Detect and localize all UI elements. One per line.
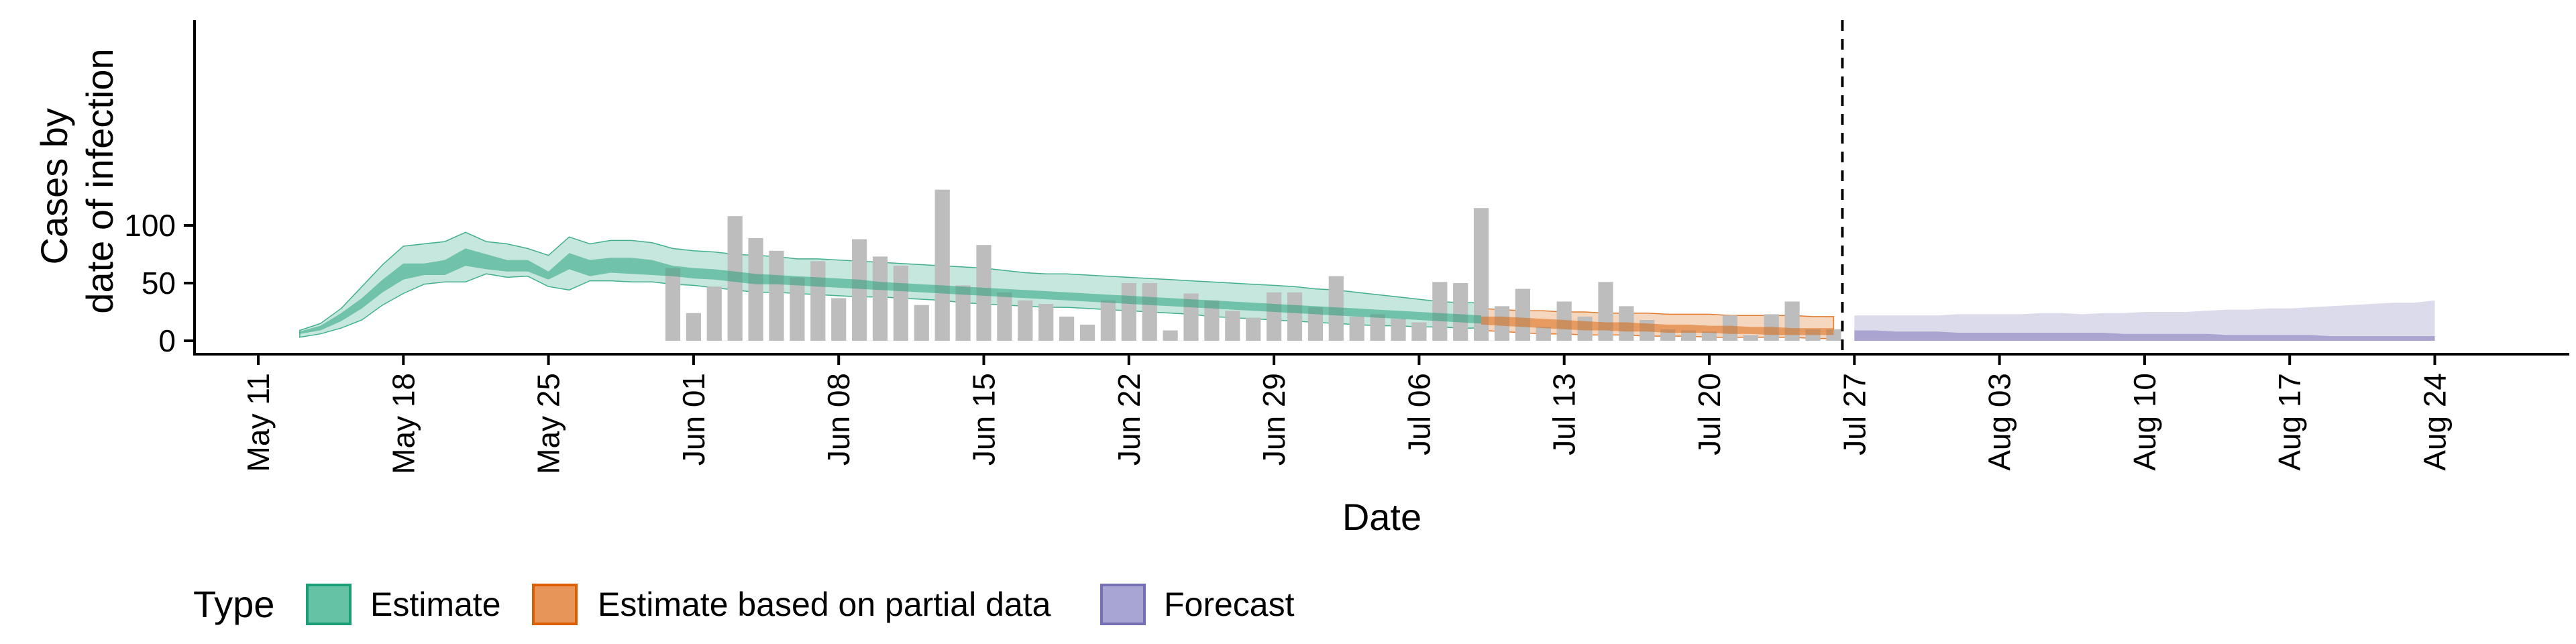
y-axis-title: Cases by date of infection bbox=[33, 48, 121, 313]
x-axis-title: Date bbox=[1342, 496, 1421, 538]
legend-label-forecast: Forecast bbox=[1164, 586, 1295, 623]
observed-case-bar bbox=[1018, 300, 1033, 341]
x-tick-label: May 25 bbox=[531, 373, 566, 474]
observed-case-bar bbox=[706, 286, 722, 341]
observed-case-bar bbox=[1681, 330, 1697, 341]
observed-case-bar bbox=[914, 305, 929, 341]
observed-case-bar bbox=[790, 277, 805, 341]
observed-case-bar bbox=[1121, 283, 1136, 341]
observed-case-bar bbox=[1411, 322, 1427, 341]
observed-case-bar bbox=[1204, 300, 1220, 341]
x-tick-label: Jun 29 bbox=[1256, 373, 1291, 466]
observed-case-bar bbox=[1349, 316, 1364, 341]
estimate-band-50 bbox=[299, 248, 1482, 334]
legend-title: Type bbox=[193, 583, 274, 625]
observed-case-bar bbox=[769, 250, 784, 341]
observed-case-bar bbox=[1307, 307, 1323, 341]
observed-case-bar bbox=[893, 266, 908, 341]
credible-bands-90 bbox=[299, 231, 2435, 341]
legend-swatch-partial bbox=[532, 584, 578, 625]
x-tick-label: Jun 08 bbox=[821, 373, 856, 466]
y-tick-label: 50 bbox=[142, 266, 176, 301]
forecast-band-50 bbox=[1854, 330, 2435, 341]
y-tick-label: 0 bbox=[158, 323, 176, 358]
observed-case-bar bbox=[1246, 317, 1261, 341]
forecast-band-90 bbox=[1854, 300, 2435, 341]
x-tick-label: May 18 bbox=[386, 373, 421, 474]
y-axis-ticks: 0 50 100 bbox=[124, 208, 195, 358]
observed-case-bar bbox=[1453, 283, 1468, 341]
observed-case-bar bbox=[1370, 314, 1385, 341]
observed-case-bar bbox=[1163, 330, 1178, 341]
observed-case-bar bbox=[1515, 288, 1530, 341]
legend: Type Estimate Estimate based on partial … bbox=[193, 583, 1295, 625]
observed-case-bar bbox=[1474, 208, 1489, 341]
credible-bands-50 bbox=[299, 248, 2435, 341]
observed-case-bar bbox=[1743, 335, 1758, 341]
x-tick-label: Jun 22 bbox=[1112, 373, 1146, 466]
observed-case-bar bbox=[1391, 319, 1406, 341]
observed-case-bar bbox=[955, 285, 971, 341]
y-tick-label: 100 bbox=[124, 208, 176, 243]
x-tick-label: Jul 13 bbox=[1547, 373, 1582, 455]
observed-case-bar bbox=[1287, 292, 1303, 341]
x-tick-label: Jul 20 bbox=[1692, 373, 1727, 455]
observed-case-bar bbox=[1701, 331, 1717, 341]
x-tick-label: Aug 03 bbox=[1982, 373, 2017, 471]
observed-case-bar bbox=[810, 261, 826, 341]
legend-label-estimate: Estimate bbox=[370, 586, 501, 623]
observed-case-bar bbox=[686, 313, 701, 341]
observed-case-bar bbox=[1536, 327, 1551, 341]
observed-case-bar bbox=[1059, 316, 1075, 341]
observed-case-bar bbox=[1225, 311, 1240, 341]
observed-case-bar bbox=[831, 298, 847, 341]
x-tick-label: Aug 10 bbox=[2127, 373, 2162, 471]
observed-case-bar bbox=[1598, 282, 1613, 341]
legend-swatch-forecast bbox=[1100, 584, 1146, 625]
x-tick-label: Aug 17 bbox=[2272, 373, 2307, 471]
observed-case-bar bbox=[665, 268, 681, 341]
observed-case-bar bbox=[1038, 304, 1054, 341]
observed-case-bar bbox=[748, 237, 763, 341]
observed-case-bar bbox=[1142, 283, 1157, 341]
legend-swatch-estimate bbox=[306, 584, 352, 625]
observed-case-bar bbox=[997, 292, 1012, 341]
x-tick-label: May 11 bbox=[241, 373, 276, 472]
x-tick-label: Jun 01 bbox=[676, 373, 711, 466]
observed-case-bar bbox=[852, 239, 867, 341]
observed-case-bar bbox=[1267, 292, 1282, 341]
legend-label-partial: Estimate based on partial data bbox=[598, 586, 1051, 623]
x-tick-label: Jun 15 bbox=[967, 373, 1002, 466]
x-axis-ticks: May 11 May 18 May 25 Jun 01 Jun 08 Jun 15 Jun … bbox=[241, 354, 2453, 474]
x-tick-label: Jul 27 bbox=[1837, 373, 1872, 455]
observed-case-bar bbox=[1079, 324, 1095, 341]
partial-data-band-50 bbox=[1481, 316, 1834, 335]
observed-case-bar bbox=[1100, 300, 1116, 341]
x-tick-label: Jul 06 bbox=[1401, 373, 1436, 455]
observed-case-bar bbox=[872, 256, 888, 341]
x-tick-label: Aug 24 bbox=[2418, 373, 2453, 471]
observed-case-bar bbox=[1432, 282, 1448, 341]
observed-case-bar bbox=[934, 189, 950, 341]
